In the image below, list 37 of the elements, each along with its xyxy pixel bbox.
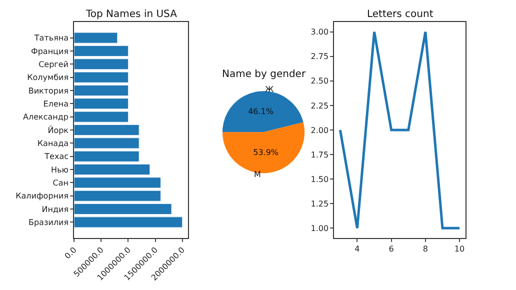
- y-tick-label: Техас: [44, 152, 69, 162]
- slice-label: Ж: [265, 85, 274, 94]
- pie-slice: [222, 91, 304, 132]
- x-tick-label: 8: [422, 244, 428, 254]
- chart-title: Name by gender: [222, 69, 306, 80]
- x-tick-label: 10: [454, 244, 465, 254]
- y-tick-label: 2.25: [310, 101, 329, 110]
- y-tick-label: Нью: [51, 165, 69, 174]
- data-label: 53.9%: [253, 148, 279, 158]
- x-tick-label: 0.0: [63, 245, 78, 261]
- y-tick-label: Сан: [52, 178, 69, 188]
- y-tick-label: Калифорния: [16, 192, 69, 201]
- y-tick-label: 3.00: [310, 28, 329, 37]
- y-tick-label: 1.50: [310, 174, 329, 184]
- y-tick-label: Сергей: [38, 60, 69, 69]
- y-tick-label: 1.00: [310, 224, 329, 233]
- y-tick-label: 1.25: [310, 199, 329, 208]
- y-tick-label: Индия: [42, 204, 69, 214]
- y-tick-label: Виктория: [28, 86, 69, 96]
- y-tick-label: Татьяна: [33, 34, 69, 43]
- y-tick-label: Франция: [30, 46, 69, 56]
- x-tick-label: 6: [388, 244, 394, 254]
- chart-title: Top Names in USA: [85, 9, 178, 20]
- chart-title: Letters count: [367, 9, 434, 20]
- data-label: 46.1%: [248, 107, 274, 116]
- y-tick-label: Йорк: [48, 124, 69, 135]
- x-tick-label: 4: [354, 244, 360, 254]
- y-tick-label: 2.50: [310, 76, 329, 86]
- y-tick-label: 2.75: [310, 52, 329, 62]
- y-tick-label: Елена: [43, 99, 69, 108]
- y-tick-label: 2.00: [310, 126, 329, 135]
- y-tick-label: Бразилия: [28, 218, 69, 227]
- slice-label: М: [254, 170, 261, 179]
- y-tick-label: Канада: [37, 138, 69, 148]
- y-tick-label: Александр: [23, 112, 69, 122]
- y-tick-label: Колумбия: [27, 73, 69, 82]
- y-tick-label: 1.75: [310, 150, 329, 160]
